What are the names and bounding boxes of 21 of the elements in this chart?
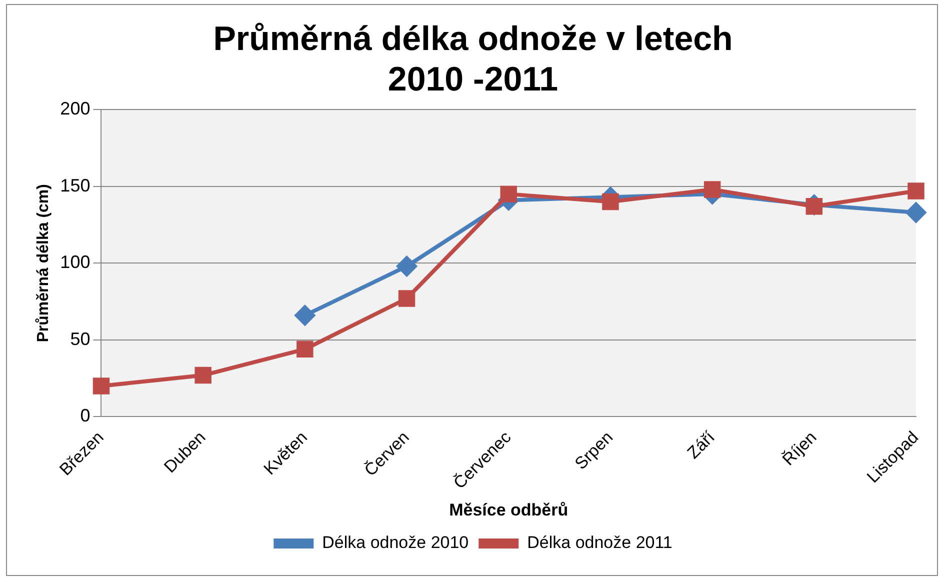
y-tick-label: 200 (60, 98, 90, 119)
point (908, 182, 924, 200)
legend-label: Délka odnože 2010 (322, 533, 469, 552)
chart-title: Průměrná délka odnože v letech 2010 -2011 (213, 20, 733, 99)
point (398, 290, 416, 307)
y-tick-label: 150 (60, 175, 90, 196)
point (396, 256, 417, 276)
point (296, 340, 314, 358)
x-axis-title: Měsíce odběrů (449, 500, 568, 520)
y-axis-title: Průměrná délka (cm) (35, 184, 52, 342)
point (906, 202, 926, 222)
y-tick-label: 50 (70, 328, 90, 349)
point (704, 181, 721, 198)
point (194, 366, 212, 384)
point (500, 186, 517, 202)
point (602, 193, 619, 210)
y-tick-label: 0 (80, 406, 90, 426)
point (294, 305, 315, 326)
legend-label: Délka odnože 2011 (527, 533, 672, 552)
point (92, 378, 110, 394)
y-tick-label: 100 (60, 252, 90, 272)
